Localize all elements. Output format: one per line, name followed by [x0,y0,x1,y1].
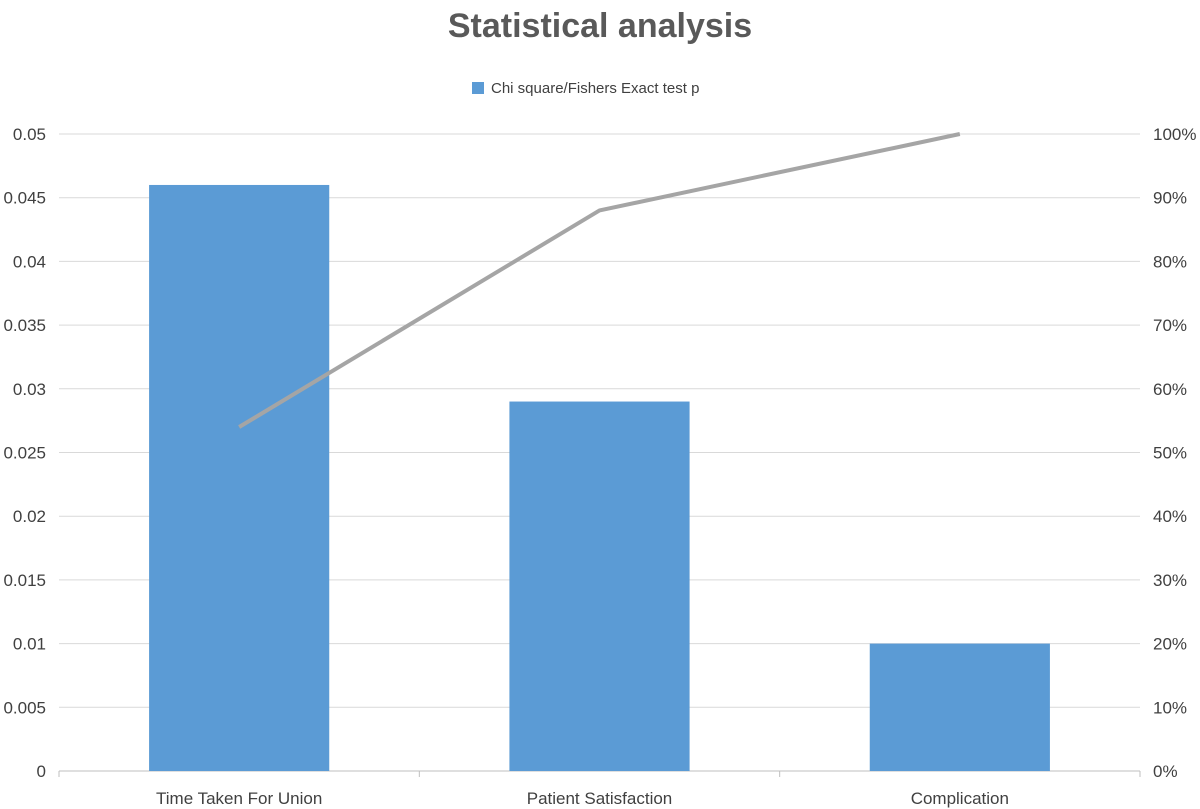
line-series [238,132,961,429]
bar [149,184,330,771]
y2-tick-label: 20% [1153,635,1187,654]
bar [509,401,690,771]
y-axis-secondary: 0% 10% 20% 30% 40% 50% 60% 70% 80% 90% 100% [1153,125,1196,781]
y-axis-primary: 0 0.005 0.01 0.015 0.02 0.025 0.03 0.035 0.04 0.0… [3,125,46,781]
bar-series [149,184,1050,771]
y-tick-label: 0.025 [3,444,46,463]
y-tick-label: 0.05 [13,125,46,144]
category-label: Time Taken For Union [156,789,322,808]
x-axis: Time Taken For Union Patient Satisfaction… [156,789,1009,808]
y2-tick-label: 10% [1153,698,1187,717]
legend: Chi square/Fishers Exact test p [472,80,699,97]
category-label: Complication [911,789,1009,808]
y2-tick-label: 90% [1153,189,1187,208]
bar [869,643,1050,771]
y2-tick-label: 40% [1153,507,1187,526]
y2-tick-label: 0% [1153,762,1178,781]
legend-label-bar: Chi square/Fishers Exact test p [491,80,699,97]
y2-tick-label: 50% [1153,444,1187,463]
y2-tick-label: 30% [1153,571,1187,590]
y-tick-label: 0.035 [3,316,46,335]
chart-title: Statistical analysis [448,7,752,45]
category-label: Patient Satisfaction [527,789,673,808]
y-tick-label: 0 [37,762,46,781]
y-tick-label: 0.01 [13,635,46,654]
y2-tick-label: 60% [1153,380,1187,399]
y-tick-label: 0.045 [3,189,46,208]
legend-swatch-bar [472,82,484,94]
y2-tick-label: 80% [1153,252,1187,271]
cumulative-line [238,132,961,429]
y-tick-label: 0.03 [13,380,46,399]
y-tick-label: 0.02 [13,507,46,526]
y-tick-label: 0.04 [13,252,46,271]
y2-tick-label: 100% [1153,125,1196,144]
y-tick-label: 0.005 [3,698,46,717]
y-tick-label: 0.015 [3,571,46,590]
y2-tick-label: 70% [1153,316,1187,335]
